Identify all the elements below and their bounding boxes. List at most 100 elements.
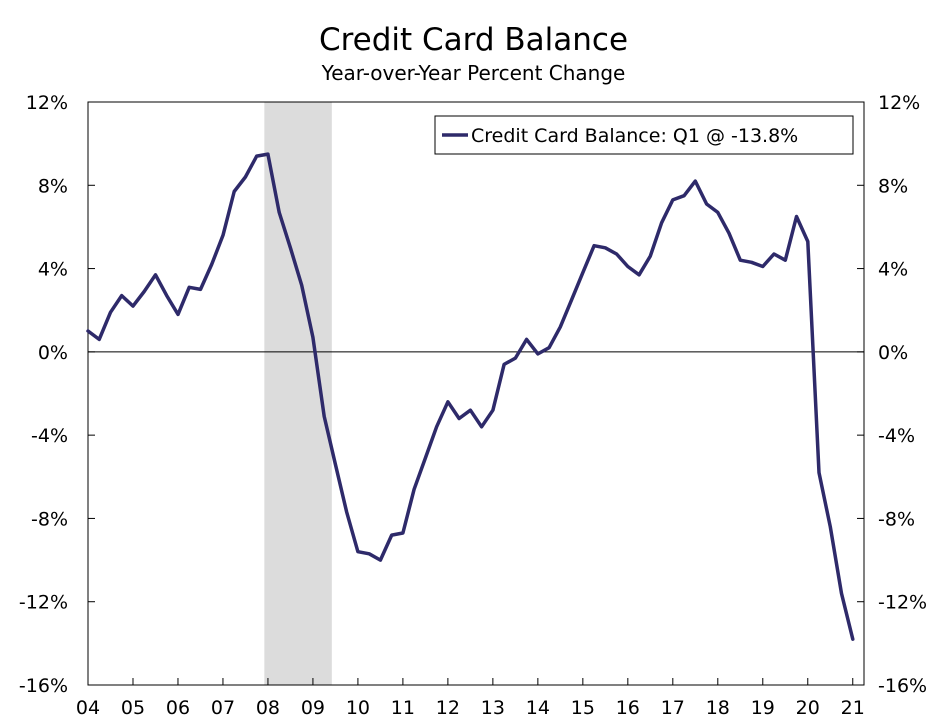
series-line	[86, 152, 855, 641]
legend-box	[434, 115, 854, 155]
data-point	[210, 263, 213, 266]
data-point	[109, 311, 112, 314]
x-tick-label: 14	[526, 697, 550, 719]
data-point	[829, 525, 832, 528]
x-tick-label: 08	[256, 697, 280, 719]
y-tick-label-right: -16%	[878, 675, 927, 697]
data-point	[367, 552, 371, 556]
x-tick-label: 11	[391, 697, 415, 719]
x-tick-label: 15	[571, 697, 595, 719]
data-point	[637, 273, 641, 277]
data-point	[592, 244, 596, 247]
data-point	[120, 294, 123, 297]
data-point	[435, 425, 438, 429]
data-point	[154, 273, 157, 277]
data-point	[424, 456, 427, 460]
y-tick-label-left: 0%	[38, 342, 68, 364]
data-point	[86, 329, 90, 333]
data-point	[772, 252, 776, 256]
y-tick-label-left: 8%	[38, 175, 68, 197]
x-tick-label: 13	[481, 697, 505, 719]
data-point	[660, 221, 663, 224]
data-point	[379, 558, 382, 562]
data-point	[750, 261, 753, 264]
data-point	[840, 592, 843, 595]
data-point	[491, 408, 495, 412]
data-point	[547, 346, 551, 349]
x-tick-label: 10	[346, 697, 370, 719]
x-tick-label: 05	[121, 697, 145, 719]
data-point	[469, 408, 472, 412]
x-tick-label: 06	[166, 697, 190, 719]
legend-label: Credit Card Balance: Q1 @ -13.8%	[471, 125, 798, 147]
chart-subtitle: Year-over-Year Percent Change	[321, 61, 626, 85]
data-point	[277, 211, 281, 214]
data-point	[412, 488, 416, 491]
data-point	[851, 637, 854, 641]
y-tick-label-right: -4%	[878, 425, 915, 447]
data-point	[727, 231, 731, 235]
x-tick-label: 04	[76, 697, 100, 719]
data-point	[143, 290, 146, 293]
x-tick-label: 16	[616, 697, 640, 719]
data-point	[694, 179, 697, 183]
data-point	[233, 190, 236, 193]
data-point	[131, 304, 135, 308]
legend: Credit Card Balance: Q1 @ -13.8%	[434, 115, 854, 155]
x-tick-label: 20	[796, 697, 820, 719]
data-point	[649, 254, 652, 258]
data-point	[615, 252, 618, 256]
x-tick-label: 17	[661, 697, 685, 719]
data-point	[98, 338, 101, 341]
data-point	[199, 288, 202, 291]
data-point	[514, 356, 517, 360]
y-tick-label-right: -12%	[878, 592, 927, 614]
x-tick-label: 07	[211, 697, 235, 719]
data-point	[176, 313, 180, 316]
data-point	[457, 417, 461, 420]
data-point	[716, 211, 719, 214]
x-tick-label: 21	[841, 697, 865, 719]
data-point	[188, 286, 191, 289]
data-point	[705, 202, 708, 206]
data-point	[817, 471, 821, 474]
data-point	[795, 215, 798, 218]
data-point	[221, 234, 225, 237]
series-layer	[86, 152, 855, 641]
y-tick-label-left: -12%	[19, 592, 68, 614]
axes-layer: 12% 12% 8% 8% 4% 4% 0% 0% -4% -4% -8% -8% -12% -12% -1…	[19, 92, 927, 719]
data-point	[300, 284, 303, 287]
data-point	[401, 531, 405, 535]
plot-frame	[87, 101, 865, 686]
data-point	[570, 298, 573, 302]
data-point	[446, 400, 450, 404]
data-point	[604, 246, 607, 249]
data-point	[502, 363, 506, 366]
data-point	[244, 175, 247, 179]
data-point	[682, 194, 686, 197]
chart-title: Credit Card Balance	[318, 22, 629, 58]
data-point	[356, 550, 360, 553]
data-point	[289, 246, 292, 249]
y-tick-label-right: 12%	[878, 92, 920, 114]
data-point	[525, 338, 528, 341]
data-point	[739, 259, 742, 262]
y-tick-label-left: 12%	[26, 92, 68, 114]
data-point	[671, 198, 675, 202]
data-point	[345, 510, 348, 514]
data-point	[165, 294, 168, 297]
x-tick-label: 12	[436, 697, 460, 719]
y-tick-label-left: -16%	[19, 675, 68, 697]
data-point	[311, 336, 315, 339]
data-point	[626, 265, 630, 268]
data-point	[480, 425, 483, 429]
data-point	[784, 259, 787, 262]
data-point	[266, 152, 270, 156]
data-point	[390, 533, 393, 537]
x-tick-label: 09	[301, 697, 325, 719]
y-tick-label-left: 4%	[38, 259, 68, 281]
y-tick-label-right: 8%	[878, 175, 908, 197]
data-point	[255, 154, 258, 158]
x-tick-label: 19	[751, 697, 775, 719]
